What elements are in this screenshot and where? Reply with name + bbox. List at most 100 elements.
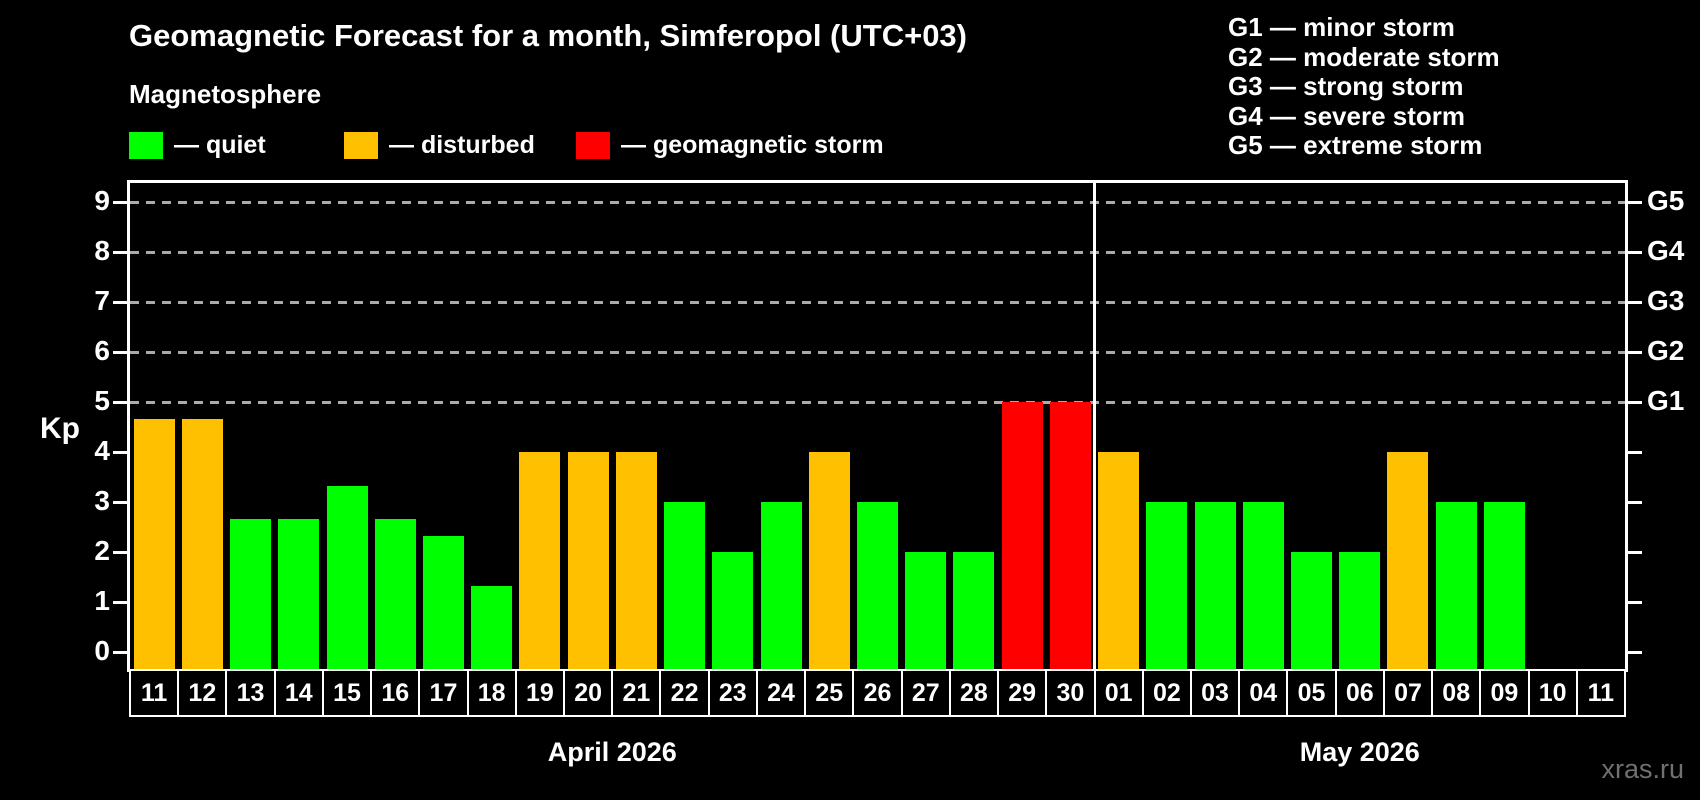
y-tick-label-2: 2: [94, 535, 110, 566]
gridline-kp8: [130, 251, 1625, 254]
date-box-30: 30: [1045, 669, 1096, 717]
y-tick-left-8: [113, 251, 127, 254]
y-tick-right-7: [1628, 301, 1642, 304]
date-box-05: 05: [1286, 669, 1337, 717]
y-tick-left-0: [113, 651, 127, 654]
kp-bar-09: [1483, 502, 1525, 669]
y-tick-right-2: [1628, 551, 1642, 554]
month-label-april: April 2026: [547, 737, 677, 767]
kp-bar-28: [953, 552, 995, 669]
kp-bar-14: [278, 518, 320, 669]
date-box-20: 20: [563, 669, 614, 717]
g-scale-legend: G1 — minor storm G2 — moderate storm G3 …: [1228, 12, 1500, 161]
date-box-07: 07: [1382, 669, 1434, 717]
date-box-01: 01: [1093, 669, 1144, 717]
g-legend-line-g2: G2 — moderate storm: [1228, 41, 1500, 72]
y-tick-label-5: 5: [94, 385, 110, 416]
kp-bar-13: [230, 518, 272, 669]
date-box-25: 25: [804, 669, 855, 717]
date-box-10: 10: [1527, 669, 1578, 717]
disturbed-color-swatch: [344, 132, 378, 159]
y-tick-right-4: [1628, 451, 1642, 454]
legend-label-disturbed: — disturbed: [389, 131, 535, 159]
y-tick-label-8: 8: [94, 235, 110, 266]
y-tick-left-4: [113, 451, 127, 454]
y-tick-right-9: [1628, 201, 1642, 204]
y-tick-left-6: [113, 351, 127, 354]
g-legend-line-g4: G4 — severe storm: [1228, 100, 1466, 131]
y-tick-right-0: [1628, 651, 1642, 654]
kp-bar-17: [422, 535, 464, 669]
legend-item-quiet: — quiet: [129, 131, 266, 160]
legend-label-storm: — geomagnetic storm: [621, 131, 884, 159]
kp-bar-12: [181, 418, 223, 669]
date-box-14: 14: [273, 669, 324, 717]
date-box-02: 02: [1141, 669, 1192, 717]
kp-bar-19: [519, 452, 561, 669]
date-box-22: 22: [659, 669, 710, 717]
kp-bar-20: [567, 452, 609, 669]
kp-bar-26: [856, 502, 898, 669]
date-box-24: 24: [755, 669, 807, 717]
g-level-label-g4: G4: [1647, 235, 1685, 266]
date-box-28: 28: [948, 669, 1000, 717]
kp-bar-07: [1387, 452, 1429, 669]
plot-area: 0 1 2 3 4 5 6 7 8 9 G5 G4 G3 G2 G1: [94, 180, 1684, 672]
chart-title: Geomagnetic Forecast for a month, Simfer…: [129, 18, 967, 53]
gridline-kp7: [130, 301, 1625, 304]
kp-bar-16: [374, 518, 416, 669]
kp-bar-01: [1098, 452, 1140, 669]
kp-bar-30: [1049, 402, 1091, 669]
date-box-18: 18: [466, 669, 517, 717]
date-axis-row: 11 12 13 14 15 16 17 18 19 20 21 22 23 24 25 26 27 28 29 30…: [129, 669, 1626, 717]
y-tick-right-5: [1628, 401, 1642, 404]
kp-bar-05: [1291, 552, 1333, 669]
y-tick-label-1: 1: [94, 585, 110, 616]
kp-bar-08: [1435, 502, 1477, 669]
date-box-11: 11: [1575, 669, 1626, 717]
kp-bar-15: [326, 485, 368, 669]
y-tick-left-7: [113, 301, 127, 304]
kp-bar-11: [133, 418, 175, 669]
y-tick-label-3: 3: [94, 485, 110, 516]
chart-subtitle: Magnetosphere: [129, 79, 322, 109]
date-box-21: 21: [611, 669, 662, 717]
date-box-04: 04: [1238, 669, 1289, 717]
storm-color-swatch: [576, 132, 610, 159]
kp-bar-27: [905, 552, 947, 669]
date-box-19: 19: [514, 669, 566, 717]
g-legend-line-g3: G3 — strong storm: [1228, 71, 1464, 101]
date-box-12: 12: [177, 669, 228, 717]
kp-bar-25: [808, 452, 850, 669]
kp-bar-18: [471, 585, 513, 669]
y-tick-left-2: [113, 551, 127, 554]
y-tick-left-1: [113, 601, 127, 604]
g-legend-line-g5: G5 — extreme storm: [1228, 130, 1483, 160]
g-level-label-g5: G5: [1647, 185, 1685, 216]
g-level-label-g1: G1: [1647, 385, 1685, 416]
legend-label-quiet: — quiet: [174, 131, 266, 159]
date-box-16: 16: [370, 669, 421, 717]
date-box-23: 23: [707, 669, 758, 717]
date-box-08: 08: [1431, 669, 1482, 717]
g-legend-line-g1: G1 — minor storm: [1228, 12, 1455, 42]
month-separator: [1093, 183, 1097, 669]
y-tick-label-6: 6: [94, 335, 110, 366]
kp-bar-06: [1339, 552, 1381, 669]
kp-bar-24: [760, 502, 802, 669]
kp-bar-03: [1194, 502, 1236, 669]
date-box-15: 15: [321, 669, 373, 717]
date-box-03: 03: [1189, 669, 1241, 717]
gridline-kp9: [130, 201, 1625, 204]
kp-bar-21: [615, 452, 657, 669]
y-tick-left-9: [113, 201, 127, 204]
date-box-29: 29: [997, 669, 1048, 717]
g-level-label-g2: G2: [1647, 335, 1685, 366]
y-tick-label-0: 0: [94, 635, 110, 666]
date-box-11: 11: [129, 669, 180, 717]
y-tick-label-7: 7: [94, 285, 110, 316]
gridline-kp5: [130, 401, 1625, 404]
kp-bar-23: [712, 552, 754, 669]
y-tick-right-3: [1628, 501, 1642, 504]
